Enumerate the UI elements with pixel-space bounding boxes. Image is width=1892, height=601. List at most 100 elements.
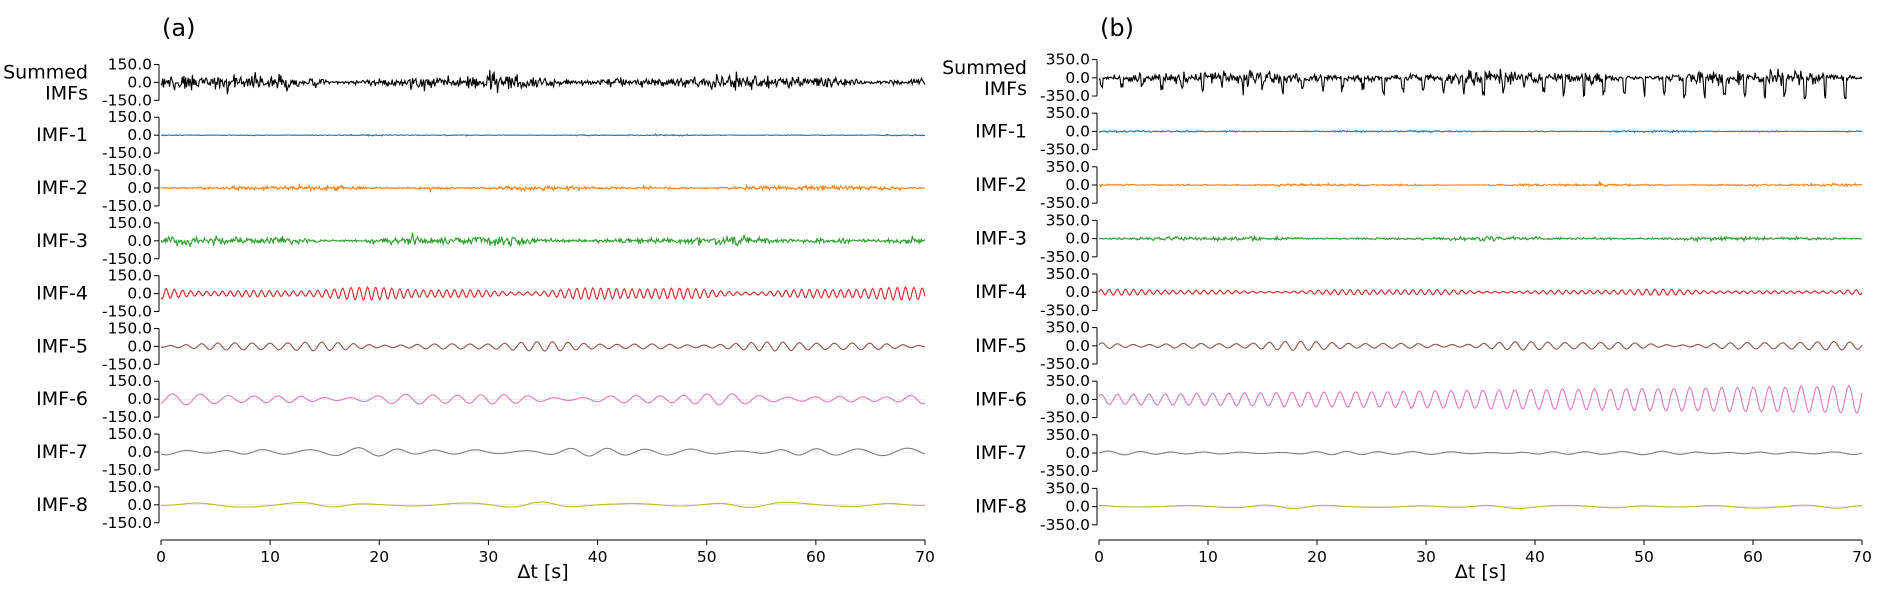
series-imf-4 bbox=[160, 285, 926, 302]
x-tick-label: 0 bbox=[156, 548, 166, 566]
y-tick-label: -150.0 bbox=[102, 461, 152, 479]
y-tick-label: 350.0 bbox=[1046, 158, 1090, 176]
y-tick-label: 0.0 bbox=[127, 126, 152, 144]
row-imf-6: 150.00.0-150.0 IMF-6 bbox=[36, 372, 926, 426]
row-label: IMF-3 bbox=[975, 228, 1027, 250]
row-imf-5: 150.00.0-150.0 IMF-5 bbox=[36, 319, 926, 373]
y-tick-label: 0.0 bbox=[1065, 390, 1090, 408]
x-tick-label: 0 bbox=[1094, 548, 1104, 566]
x-tick-label: 60 bbox=[806, 548, 826, 566]
y-tick-label: 150.0 bbox=[108, 55, 152, 73]
row-imf-7: 150.00.0-150.0 IMF-7 bbox=[36, 425, 926, 479]
row-imf-1: 150.00.0-150.0 IMF-1 bbox=[36, 108, 926, 162]
series-summed-imfs bbox=[1098, 68, 1863, 99]
row-summed-imfs: 350.00.0-350.0 Summed IMFs bbox=[942, 51, 1863, 105]
x-tick-label: 10 bbox=[260, 548, 280, 566]
row-imf-8: 350.00.0-350.0 IMF-8 bbox=[975, 479, 1862, 534]
row-label: IMF-7 bbox=[975, 442, 1027, 464]
x-tick-label: 50 bbox=[697, 548, 717, 566]
y-tick-label: 150.0 bbox=[108, 161, 152, 179]
series-imf-1 bbox=[1098, 129, 1863, 134]
row-label: Summed IMFs bbox=[942, 57, 1027, 100]
x-axis-label: Δt [s] bbox=[517, 561, 568, 583]
y-tick-label: -150.0 bbox=[102, 250, 152, 268]
series-imf-2 bbox=[1098, 181, 1862, 188]
y-tick-label: 350.0 bbox=[1046, 319, 1090, 337]
row-summed-imfs: 150.00.0-150.0 Summed IMFs bbox=[3, 55, 926, 109]
row-label: IMF-5 bbox=[975, 335, 1027, 357]
row-imf-4: 350.00.0-350.0 IMF-4 bbox=[975, 265, 1863, 319]
y-tick-label: 350.0 bbox=[1046, 479, 1090, 497]
x-tick-label: 70 bbox=[915, 548, 935, 566]
series-imf-5 bbox=[160, 341, 926, 352]
y-tick-label: 0.0 bbox=[127, 337, 152, 355]
row-label: IMF-2 bbox=[975, 174, 1027, 196]
y-tick-label: -350.0 bbox=[1040, 409, 1090, 427]
row-imf-3: 150.00.0-150.0 IMF-3 bbox=[36, 214, 926, 268]
x-tick-label: 30 bbox=[479, 548, 499, 566]
row-imf-6: 350.00.0-350.0 IMF-6 bbox=[975, 372, 1863, 427]
x-tick-label: 40 bbox=[1525, 548, 1545, 566]
series-imf-3 bbox=[160, 232, 926, 248]
row-imf-2: 150.00.0-150.0 IMF-2 bbox=[36, 161, 926, 215]
y-tick-label: 350.0 bbox=[1046, 426, 1090, 444]
y-tick-label: -350.0 bbox=[1040, 248, 1090, 266]
y-tick-label: -350.0 bbox=[1040, 141, 1090, 159]
y-tick-label: 0.0 bbox=[1065, 283, 1090, 301]
y-tick-label: 0.0 bbox=[127, 443, 152, 461]
x-tick-label: 50 bbox=[1634, 548, 1654, 566]
y-tick-label: 0.0 bbox=[127, 496, 152, 514]
row-label: IMF-8 bbox=[36, 494, 88, 516]
series-imf-3 bbox=[1098, 234, 1863, 244]
series-imf-4 bbox=[1098, 288, 1863, 297]
y-tick-label: -350.0 bbox=[1040, 87, 1090, 105]
y-tick-label: 150.0 bbox=[108, 319, 152, 337]
y-tick-label: -150.0 bbox=[102, 355, 152, 373]
row-label: Summed IMFs bbox=[3, 61, 88, 104]
row-label: IMF-1 bbox=[975, 120, 1027, 142]
y-tick-label: 0.0 bbox=[1065, 498, 1090, 516]
row-label: IMF-4 bbox=[975, 281, 1027, 303]
y-tick-label: 350.0 bbox=[1046, 51, 1090, 69]
y-tick-label: 150.0 bbox=[108, 425, 152, 443]
y-tick-label: 150.0 bbox=[108, 478, 152, 496]
series-imf-7 bbox=[1098, 450, 1863, 456]
y-tick-label: 350.0 bbox=[1046, 265, 1090, 283]
y-tick-label: 350.0 bbox=[1046, 104, 1090, 122]
row-imf-8: 150.00.0-150.0 IMF-8 bbox=[36, 478, 925, 532]
y-tick-label: 0.0 bbox=[1065, 176, 1090, 194]
x-tick-label: 20 bbox=[369, 548, 389, 566]
row-imf-3: 350.00.0-350.0 IMF-3 bbox=[975, 211, 1863, 266]
series-imf-7 bbox=[160, 447, 926, 457]
row-label: IMF-4 bbox=[36, 283, 88, 305]
y-tick-label: -350.0 bbox=[1040, 516, 1090, 534]
row-label: IMF-5 bbox=[36, 335, 88, 357]
y-tick-label: -150.0 bbox=[102, 197, 152, 215]
y-tick-label: 0.0 bbox=[1065, 69, 1090, 87]
x-tick-label: 60 bbox=[1743, 548, 1763, 566]
row-label: IMF-7 bbox=[36, 441, 88, 463]
x-tick-label: 30 bbox=[1416, 548, 1436, 566]
y-tick-label: -150.0 bbox=[102, 514, 152, 532]
y-tick-label: -350.0 bbox=[1040, 462, 1090, 480]
panel-label: (a) bbox=[162, 14, 195, 42]
row-label: IMF-8 bbox=[975, 496, 1027, 518]
panel-label: (b) bbox=[1100, 14, 1134, 42]
row-imf-5: 350.00.0-350.0 IMF-5 bbox=[975, 319, 1863, 373]
y-tick-label: 0.0 bbox=[1065, 230, 1090, 248]
y-tick-label: -150.0 bbox=[102, 408, 152, 426]
row-label: IMF-6 bbox=[975, 388, 1027, 410]
row-imf-4: 150.00.0-150.0 IMF-4 bbox=[36, 267, 926, 321]
y-tick-label: 0.0 bbox=[1065, 337, 1090, 355]
y-tick-label: -350.0 bbox=[1040, 301, 1090, 319]
series-imf-2 bbox=[160, 182, 926, 194]
y-tick-label: 150.0 bbox=[108, 372, 152, 390]
row-imf-7: 350.00.0-350.0 IMF-7 bbox=[975, 426, 1863, 480]
row-imf-2: 350.00.0-350.0 IMF-2 bbox=[975, 158, 1862, 212]
row-label: IMF-6 bbox=[36, 388, 88, 410]
x-tick-label: 10 bbox=[1198, 548, 1218, 566]
series-imf-8 bbox=[1099, 504, 1862, 509]
series-imf-6 bbox=[1098, 384, 1863, 414]
